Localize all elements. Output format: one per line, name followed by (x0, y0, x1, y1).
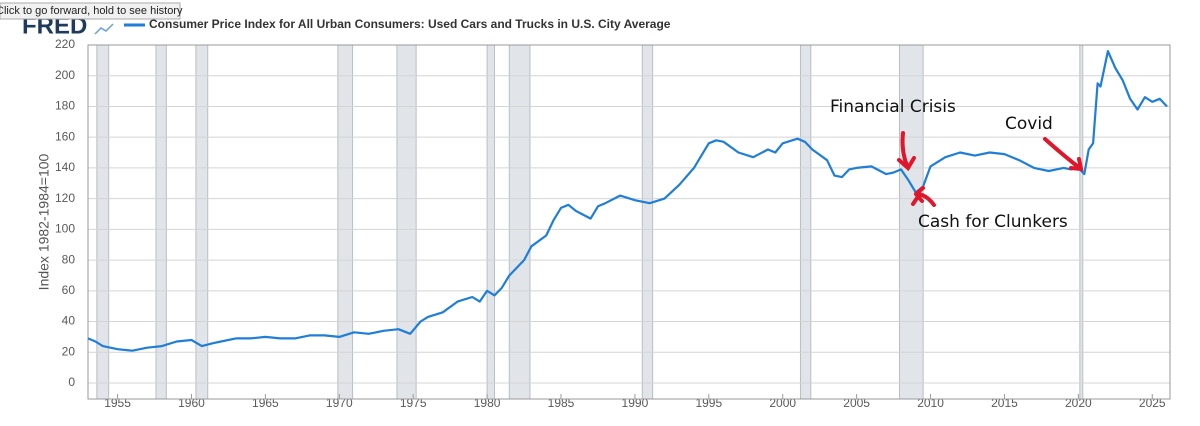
x-tick-label: 1990 (622, 396, 649, 410)
y-tick-label: 80 (62, 252, 76, 266)
x-tick-label: 1960 (178, 396, 205, 410)
y-tick-label: 40 (62, 314, 76, 328)
x-tick-label: 1980 (474, 396, 501, 410)
y-tick-label: 20 (62, 344, 76, 358)
x-tick-label: 2015 (991, 396, 1018, 410)
y-tick-label: 140 (55, 160, 75, 174)
recession-band (396, 44, 417, 400)
y-tick-label: 60 (62, 283, 76, 297)
x-tick-label: 2000 (769, 396, 796, 410)
annotation: Financial Crisis (830, 97, 956, 117)
x-tick-label: 1965 (252, 396, 279, 410)
y-tick-label: 180 (55, 99, 75, 113)
x-tick-label: 1970 (326, 396, 353, 410)
recession-band (337, 44, 354, 400)
recession-band (486, 44, 495, 400)
recession-band (1079, 44, 1084, 400)
x-tick-label: 2025 (1139, 396, 1166, 410)
annotation-arrows (897, 131, 1084, 207)
plot-frame (87, 44, 1171, 400)
x-tick-label: 1985 (548, 396, 575, 410)
recession-band (641, 44, 654, 400)
logo-icon (94, 23, 114, 35)
annotation: Covid (1005, 114, 1053, 134)
x-tick-label: 1955 (104, 396, 131, 410)
tooltip-box (0, 2, 181, 20)
y-tick-label: 160 (55, 129, 75, 143)
recession-band (508, 44, 531, 400)
arrow (911, 186, 936, 207)
line-layer (87, 50, 1168, 352)
x-tick-label: 1975 (400, 396, 427, 410)
arrow (1043, 137, 1084, 172)
x-tick-label: 2005 (843, 396, 870, 410)
data-line (87, 50, 1168, 352)
y-tick-label: 0 (68, 375, 75, 389)
y-axis-label: Index 1982-1984=100 (36, 153, 52, 290)
y-tick-label: 220 (55, 37, 75, 51)
x-tick-label: 1995 (695, 396, 722, 410)
tooltip: Click to go forward, hold to see history (0, 5, 183, 17)
legend-label: Consumer Price Index for All Urban Consu… (149, 17, 671, 31)
annotation: Cash for Clunkers (918, 212, 1068, 232)
y-tick-label: 100 (55, 222, 75, 236)
x-tick-label: 2010 (917, 396, 944, 410)
recession-band (799, 44, 812, 400)
y-tick-label: 200 (55, 68, 75, 82)
y-tick-label: 120 (55, 191, 75, 205)
arrow (897, 131, 916, 172)
x-tick-label: 2020 (1065, 396, 1092, 410)
